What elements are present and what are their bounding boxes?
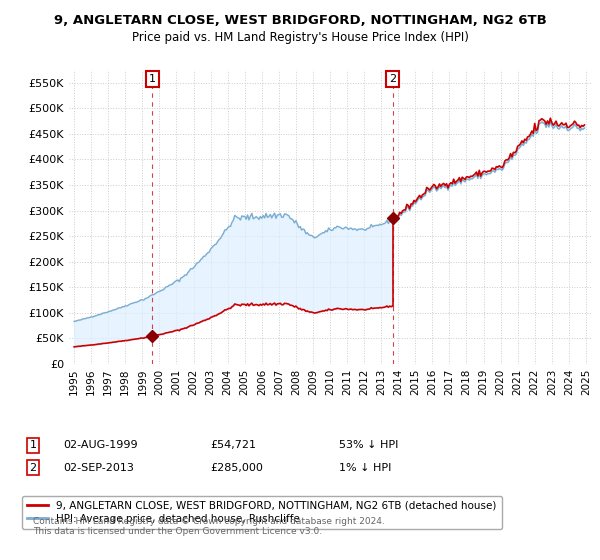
Text: 2: 2 [389, 74, 396, 84]
Text: 1% ↓ HPI: 1% ↓ HPI [339, 463, 391, 473]
Text: 02-AUG-1999: 02-AUG-1999 [63, 440, 137, 450]
Text: 1: 1 [149, 74, 156, 84]
Text: 2: 2 [29, 463, 37, 473]
Text: 1: 1 [29, 440, 37, 450]
Text: £285,000: £285,000 [210, 463, 263, 473]
Text: 9, ANGLETARN CLOSE, WEST BRIDGFORD, NOTTINGHAM, NG2 6TB: 9, ANGLETARN CLOSE, WEST BRIDGFORD, NOTT… [53, 14, 547, 27]
Legend: 9, ANGLETARN CLOSE, WEST BRIDGFORD, NOTTINGHAM, NG2 6TB (detached house), HPI: A: 9, ANGLETARN CLOSE, WEST BRIDGFORD, NOTT… [22, 496, 502, 529]
Text: £54,721: £54,721 [210, 440, 256, 450]
Text: Contains HM Land Registry data © Crown copyright and database right 2024.
This d: Contains HM Land Registry data © Crown c… [33, 517, 385, 536]
Text: 53% ↓ HPI: 53% ↓ HPI [339, 440, 398, 450]
Text: Price paid vs. HM Land Registry's House Price Index (HPI): Price paid vs. HM Land Registry's House … [131, 31, 469, 44]
Text: 02-SEP-2013: 02-SEP-2013 [63, 463, 134, 473]
